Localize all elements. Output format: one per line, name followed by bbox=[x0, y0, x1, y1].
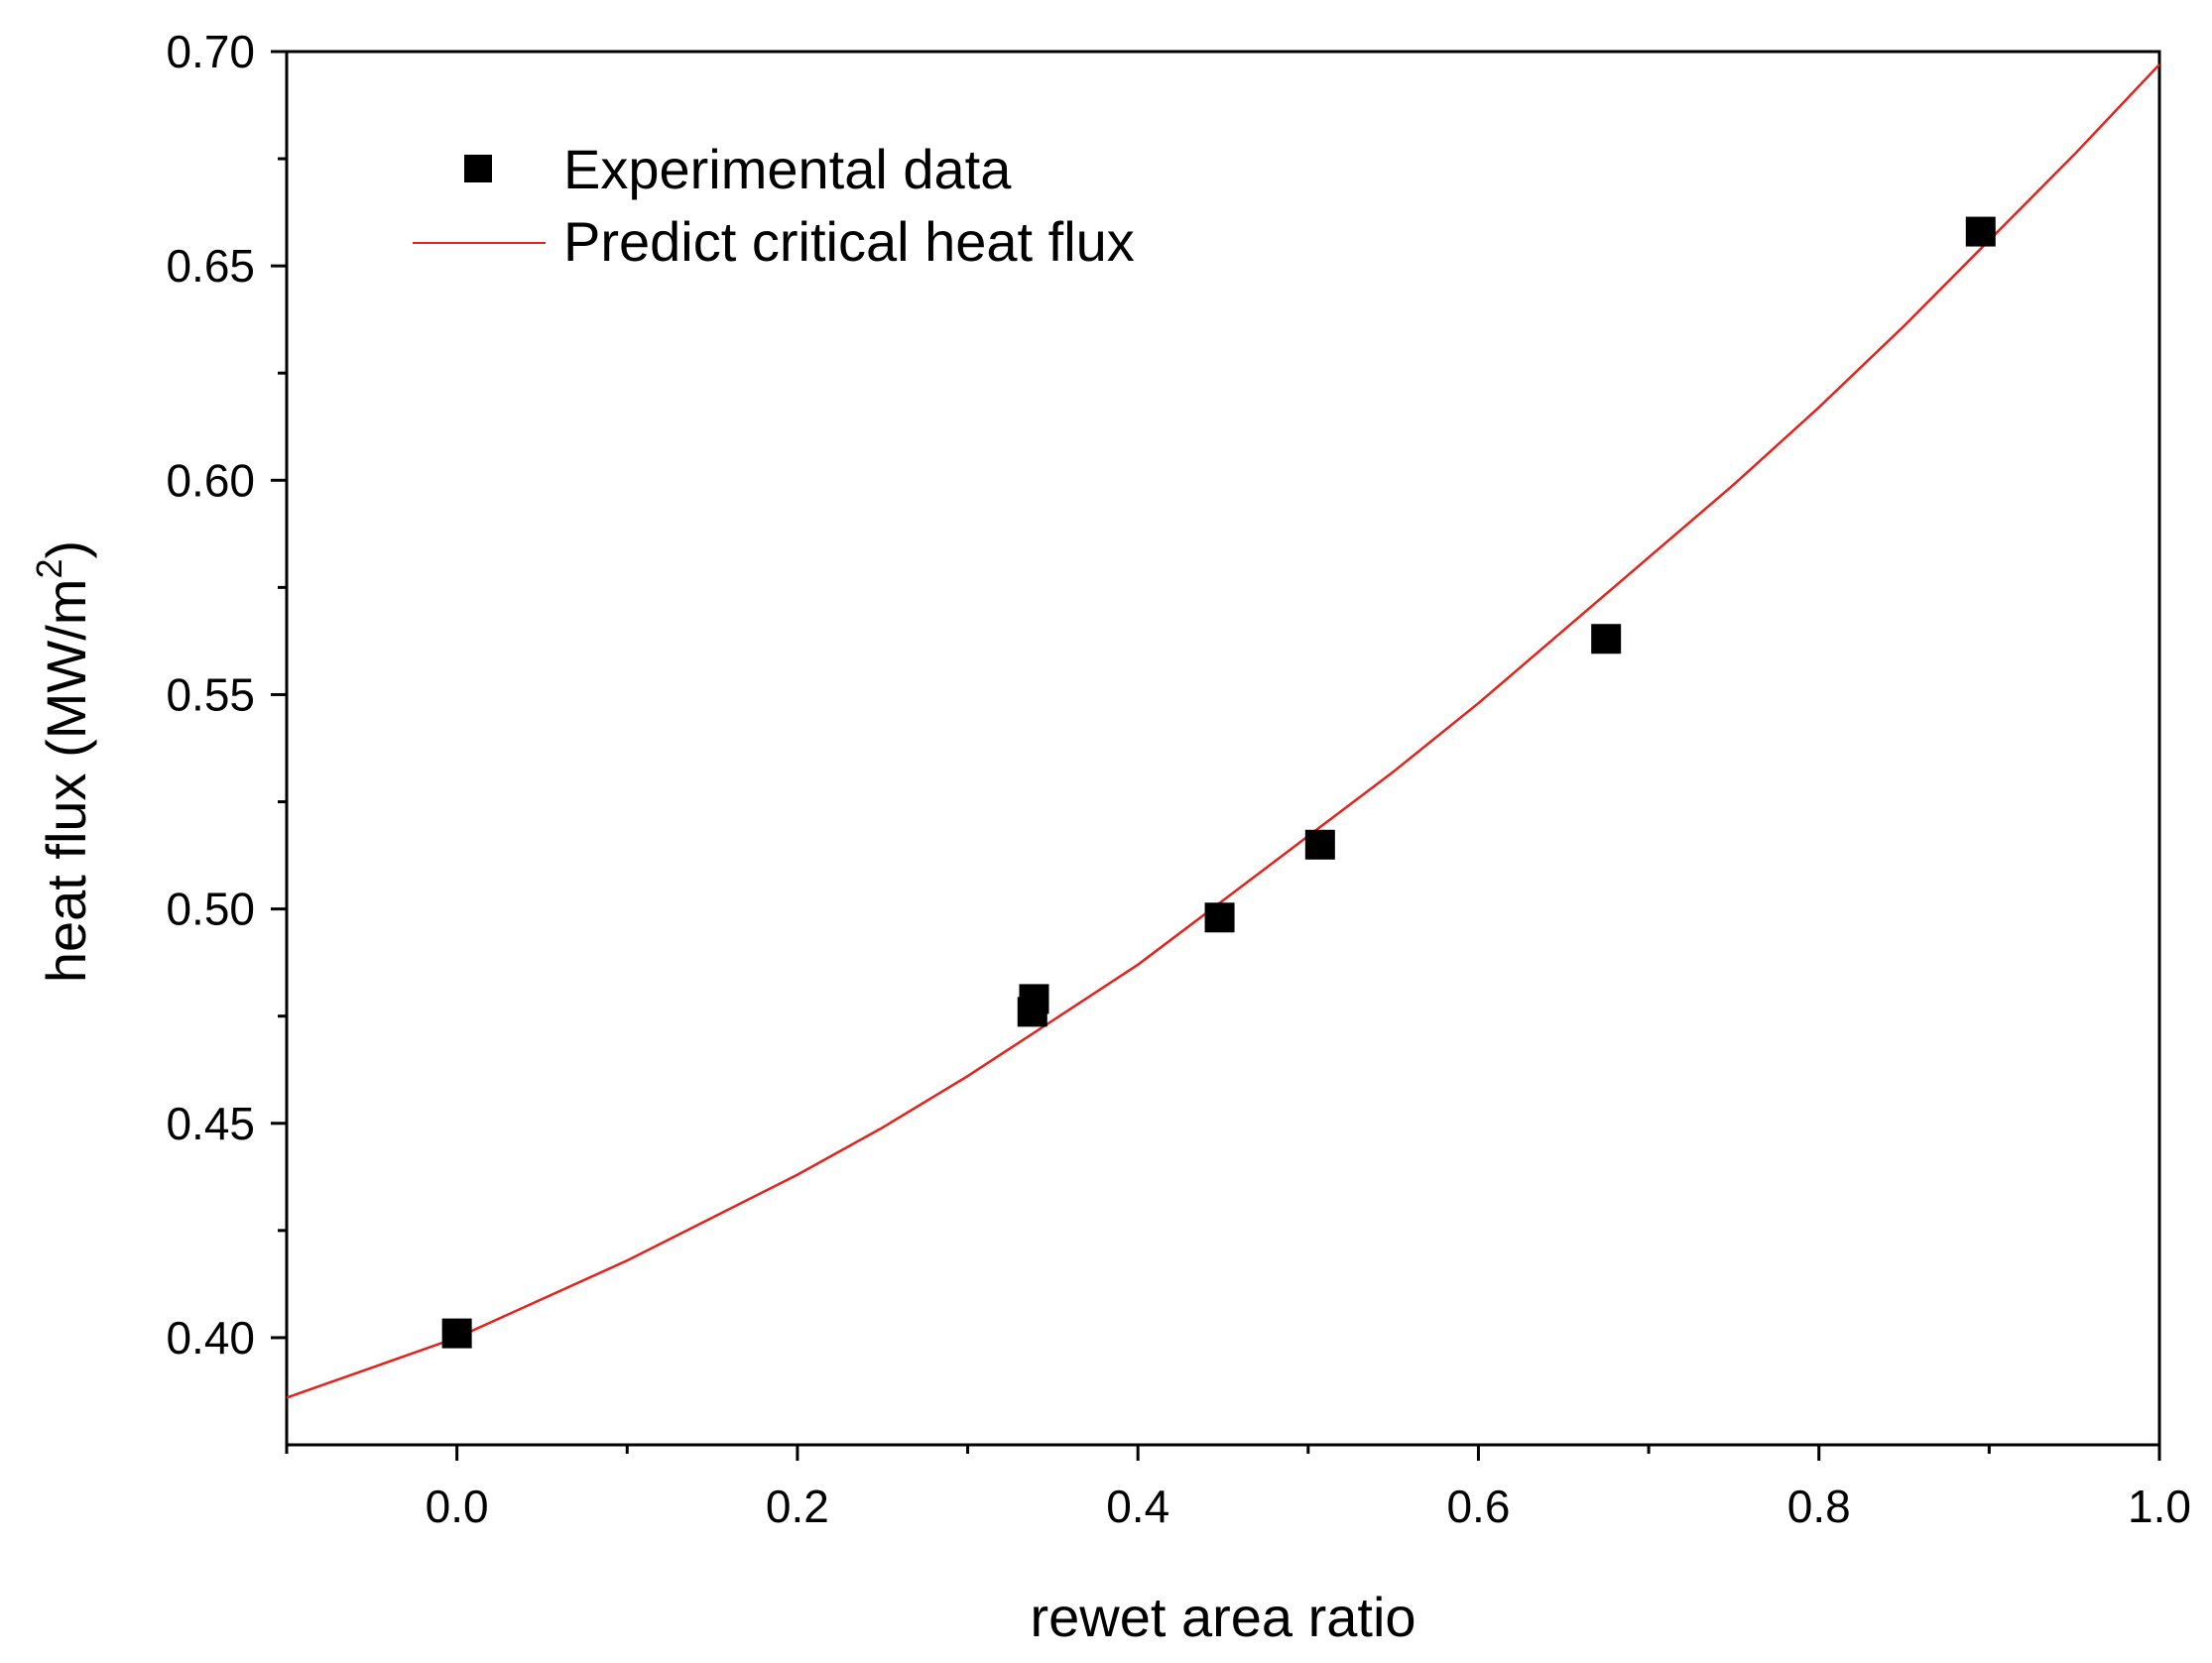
x-tick-label: 0.4 bbox=[1106, 1481, 1169, 1532]
y-axis: 0.40 0.45 0.50 0.55 0.60 0.65 0.70 bbox=[166, 26, 287, 1364]
x-tick-label: 0.0 bbox=[426, 1481, 489, 1532]
y-axis-title-close: ) bbox=[35, 540, 97, 559]
x-tick-label: 1.0 bbox=[2128, 1481, 2191, 1532]
series-layer bbox=[286, 63, 2160, 1399]
data-point bbox=[1965, 216, 1996, 247]
y-tick-label: 0.60 bbox=[166, 454, 255, 506]
plot-frame bbox=[285, 50, 2161, 1447]
y-tick-label: 0.55 bbox=[166, 668, 255, 720]
data-point bbox=[1591, 624, 1622, 654]
y-tick-label: 0.45 bbox=[166, 1098, 255, 1149]
x-axis: 0.0 0.2 0.4 0.6 0.8 1.0 bbox=[285, 1445, 2191, 1532]
y-tick-label: 0.40 bbox=[166, 1312, 255, 1364]
y-tick-label: 0.50 bbox=[166, 884, 255, 935]
x-tick-label: 0.6 bbox=[1446, 1481, 1510, 1532]
y-axis-title: heat flux (MW/m2) bbox=[29, 540, 97, 983]
plot-area bbox=[285, 50, 2161, 1447]
legend: Experimental data Predict critical heat … bbox=[413, 138, 1135, 273]
x-axis-title: rewet area ratio bbox=[1030, 1586, 1415, 1648]
x-tick-label: 0.8 bbox=[1787, 1481, 1851, 1532]
predicted-curve bbox=[286, 63, 2160, 1399]
data-point bbox=[1204, 902, 1235, 933]
y-tick-label: 0.65 bbox=[166, 240, 255, 292]
legend-marker-experimental bbox=[464, 155, 492, 182]
data-point bbox=[1019, 984, 1049, 1014]
data-point bbox=[1304, 829, 1335, 860]
y-tick-label: 0.70 bbox=[166, 26, 255, 77]
x-tick-label: 0.2 bbox=[766, 1481, 829, 1532]
legend-label-experimental: Experimental data bbox=[563, 138, 1012, 200]
legend-label-predicted: Predict critical heat flux bbox=[563, 210, 1135, 273]
data-point bbox=[441, 1318, 472, 1349]
y-axis-title-main: heat flux (MW/m bbox=[35, 579, 97, 984]
y-axis-title-superscript: 2 bbox=[29, 559, 69, 579]
